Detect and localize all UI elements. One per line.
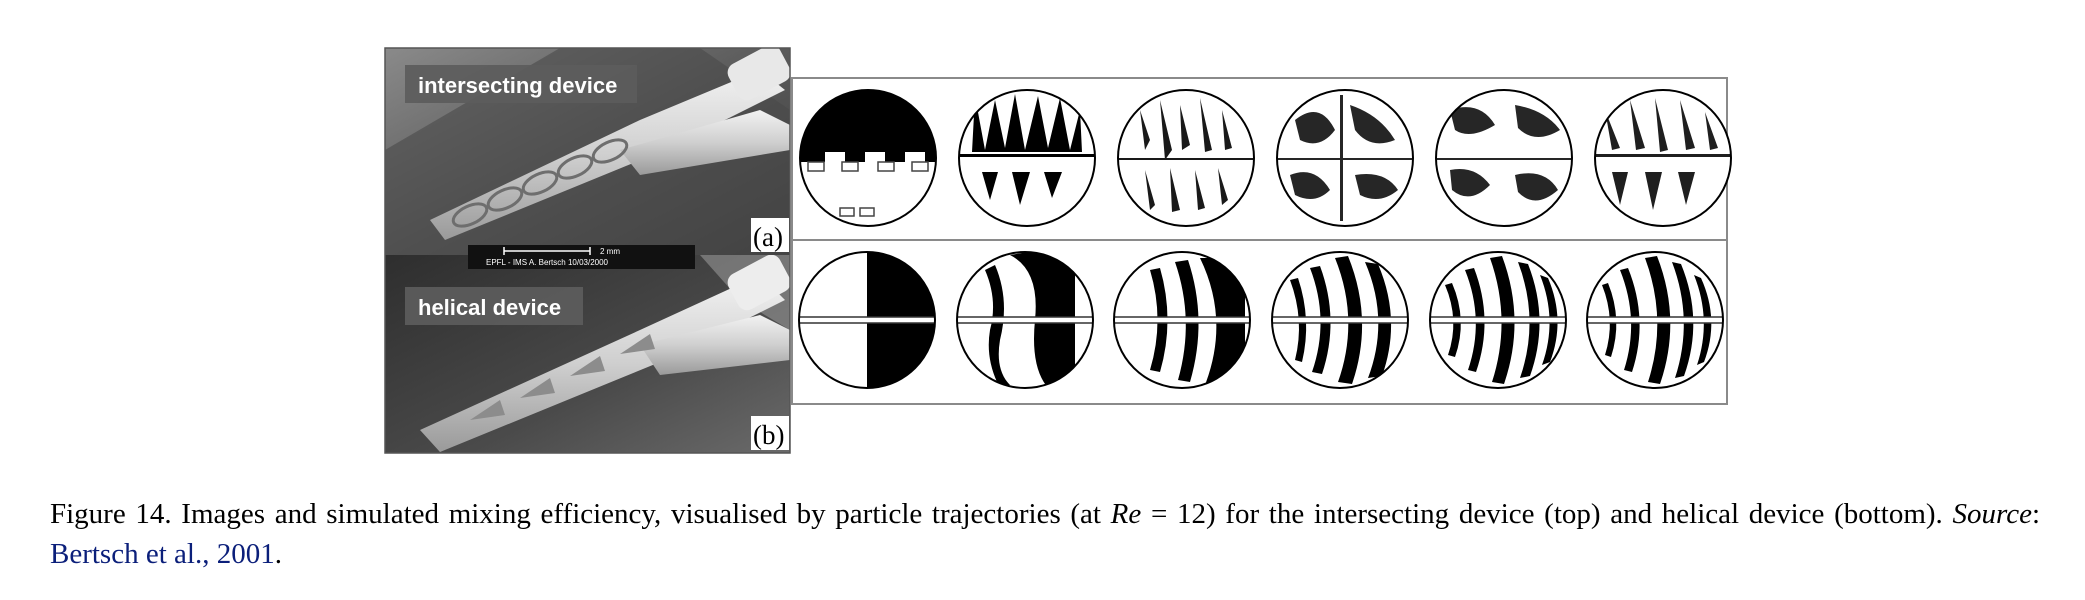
sim-disk — [1271, 251, 1409, 389]
sim-row-intersecting — [799, 89, 1732, 227]
caption-reference-link[interactable]: Bertsch et al., 2001 — [50, 538, 275, 570]
caption-lead: Figure 14. Images and simulated mixing e… — [50, 498, 1111, 530]
svg-text:intersecting device: intersecting device — [418, 73, 617, 98]
simulation-frame — [791, 77, 1728, 405]
sim-disk — [1113, 251, 1251, 389]
svg-text:EPFL - IMS A. Bertsch 10/03/: EPFL - IMS A. Bertsch 10/03/2000 — [486, 258, 609, 267]
svg-text:(b): (b) — [753, 420, 784, 450]
caption-end: . — [274, 538, 282, 570]
photo-frame — [384, 47, 791, 454]
caption-source-label: Source — [1952, 498, 2032, 530]
caption-colon: : — [2031, 498, 2040, 530]
sim-disk — [958, 89, 1096, 227]
sim-disk — [1586, 251, 1724, 389]
panel-letter-a: (a) — [751, 218, 789, 252]
caption-math-rest: = 12) for the intersecting device (top) … — [1141, 498, 1953, 530]
caption-math-var: Re — [1110, 498, 1142, 530]
panel-letter-b: (b) — [751, 416, 789, 450]
figure-caption: Figure 14. Images and simulated mixing e… — [50, 494, 2040, 574]
svg-text:(a): (a) — [753, 222, 783, 252]
sim-disk — [1429, 251, 1567, 389]
figure-14: intersecting device (a) helical device (… — [384, 47, 1732, 454]
sim-disk — [956, 251, 1094, 389]
svg-text:helical device: helical device — [418, 295, 561, 320]
sim-row-helical — [798, 251, 1724, 389]
sim-disk — [1594, 89, 1732, 227]
overlay-label-a: intersecting device — [405, 65, 637, 103]
overlay-label-b: helical device — [405, 287, 583, 325]
photo-panel-b — [385, 255, 790, 453]
scale-bar: 2 mm EPFL - IMS A. Bertsch 10/03/2000 — [468, 245, 695, 269]
sim-disk — [799, 89, 937, 227]
sim-disk — [1435, 89, 1573, 227]
sim-disk — [1276, 89, 1414, 227]
sim-disk — [1117, 89, 1255, 227]
svg-text:2 mm: 2 mm — [600, 247, 620, 256]
